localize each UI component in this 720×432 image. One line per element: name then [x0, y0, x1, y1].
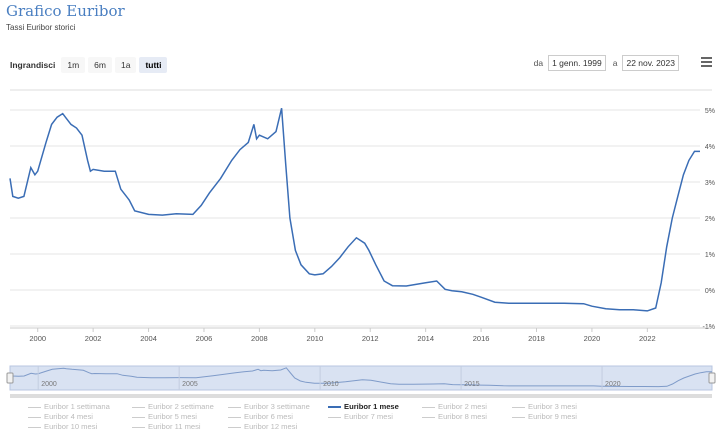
date-range: da 1 genn. 1999 a 22 nov. 2023: [534, 55, 686, 71]
zoom-1m-button[interactable]: 1m: [61, 57, 86, 73]
chart-subtitle: Tassi Euribor storici: [6, 23, 76, 32]
legend-swatch: [28, 406, 41, 408]
navigator-series-line: [9, 367, 712, 388]
zoom-all-button[interactable]: tutti: [139, 57, 168, 73]
legend-item[interactable]: Euribor 2 mesi: [422, 402, 487, 411]
x-tick-label: 2010: [306, 334, 323, 343]
zoom-label: Ingrandisci: [10, 60, 56, 70]
legend-label: Euribor 11 mesi: [148, 422, 201, 431]
menu-icon[interactable]: [701, 57, 712, 69]
navigator-tick-label: 2000: [41, 381, 57, 388]
y-tick-label: 4%: [705, 144, 715, 151]
y-tick-label: 2%: [705, 216, 715, 223]
x-tick-label: 2004: [140, 334, 157, 343]
x-tick-label: 2020: [584, 334, 601, 343]
x-tick-label: 2012: [362, 334, 379, 343]
range-from-label: da: [533, 58, 544, 68]
legend-swatch: [28, 416, 41, 418]
legend-label: Euribor 5 mesi: [148, 412, 197, 421]
x-tick-label: 2002: [85, 334, 102, 343]
legend-swatch: [132, 416, 145, 418]
legend-item[interactable]: Euribor 9 mesi: [512, 412, 577, 421]
y-tick-label: 3%: [705, 180, 715, 187]
zoom-bar: Ingrandisci 1m 6m 1a tutti: [10, 57, 170, 73]
legend-label: Euribor 9 mesi: [528, 412, 577, 421]
x-tick-label: 2006: [196, 334, 213, 343]
legend-item[interactable]: Euribor 3 mesi: [512, 402, 577, 411]
legend-label: Euribor 12 mesi: [244, 422, 298, 431]
legend-item[interactable]: Euribor 1 mese: [328, 402, 399, 411]
legend-swatch: [228, 426, 241, 428]
y-tick-label: 5%: [705, 108, 715, 115]
legend-swatch: [132, 426, 145, 428]
legend-item[interactable]: Euribor 12 mesi: [228, 422, 297, 431]
zoom-1a-button[interactable]: 1a: [114, 57, 137, 73]
range-to-input[interactable]: 22 nov. 2023: [622, 55, 679, 71]
legend-item[interactable]: Euribor 4 mesi: [28, 412, 93, 421]
x-tick-label: 2016: [473, 334, 490, 343]
x-tick-label: 2000: [29, 334, 46, 343]
legend-label: Euribor 1 settimana: [44, 402, 110, 411]
legend-label: Euribor 1 mese: [344, 402, 399, 411]
legend-label: Euribor 2 settimane: [148, 402, 214, 411]
legend-swatch: [28, 426, 41, 428]
legend-label: Euribor 8 mesi: [438, 412, 487, 421]
legend-swatch: [422, 416, 435, 418]
navigator-left-handle[interactable]: [6, 372, 14, 384]
chart-area: -1%0%1%2%3%4%5%2000200220042006200820102…: [6, 89, 716, 398]
navigator-right-handle[interactable]: [708, 372, 716, 384]
legend-label: Euribor 4 mesi: [44, 412, 93, 421]
navigator-tick-label: 2020: [605, 381, 621, 388]
legend-label: Euribor 3 settimane: [244, 402, 310, 411]
x-tick-label: 2008: [251, 334, 268, 343]
range-to-label: a: [612, 58, 618, 68]
legend-label: Euribor 6 mesi: [244, 412, 293, 421]
navigator-tick-label: 2015: [464, 381, 480, 388]
series-line-euribor-1-mese: [9, 108, 700, 312]
legend-item[interactable]: Euribor 5 mesi: [132, 412, 197, 421]
navigator-tick-label: 2010: [323, 381, 339, 388]
legend-item[interactable]: Euribor 8 mesi: [422, 412, 487, 421]
legend-label: Euribor 10 mesi: [44, 422, 98, 431]
range-from-input[interactable]: 1 genn. 1999: [548, 55, 606, 71]
x-tick-label: 2014: [417, 334, 434, 343]
legend-item[interactable]: Euribor 2 settimane: [132, 402, 214, 411]
legend-item[interactable]: Euribor 7 mesi: [328, 412, 393, 421]
legend-label: Euribor 7 mesi: [344, 412, 393, 421]
legend-swatch: [512, 406, 525, 408]
x-tick-label: 2018: [528, 334, 545, 343]
legend-swatch: [512, 416, 525, 418]
legend-swatch: [328, 406, 341, 408]
legend-item[interactable]: Euribor 10 mesi: [28, 422, 97, 431]
legend-swatch: [132, 406, 145, 408]
legend-label: Euribor 3 mesi: [528, 402, 577, 411]
legend-swatch: [328, 416, 341, 418]
legend-swatch: [422, 406, 435, 408]
legend-label: Euribor 2 mesi: [438, 402, 487, 411]
chart-title: Grafico Euribor: [6, 2, 125, 20]
x-tick-label: 2022: [639, 334, 656, 343]
legend-item[interactable]: Euribor 3 settimane: [228, 402, 310, 411]
y-tick-label: 1%: [705, 252, 715, 259]
legend-item[interactable]: Euribor 6 mesi: [228, 412, 293, 421]
legend-swatch: [228, 416, 241, 418]
legend-swatch: [228, 406, 241, 408]
zoom-6m-button[interactable]: 6m: [88, 57, 112, 73]
y-tick-label: 0%: [705, 288, 715, 295]
navigator-tick-label: 2005: [182, 381, 198, 388]
legend-item[interactable]: Euribor 1 settimana: [28, 402, 110, 411]
legend-item[interactable]: Euribor 11 mesi: [132, 422, 201, 431]
